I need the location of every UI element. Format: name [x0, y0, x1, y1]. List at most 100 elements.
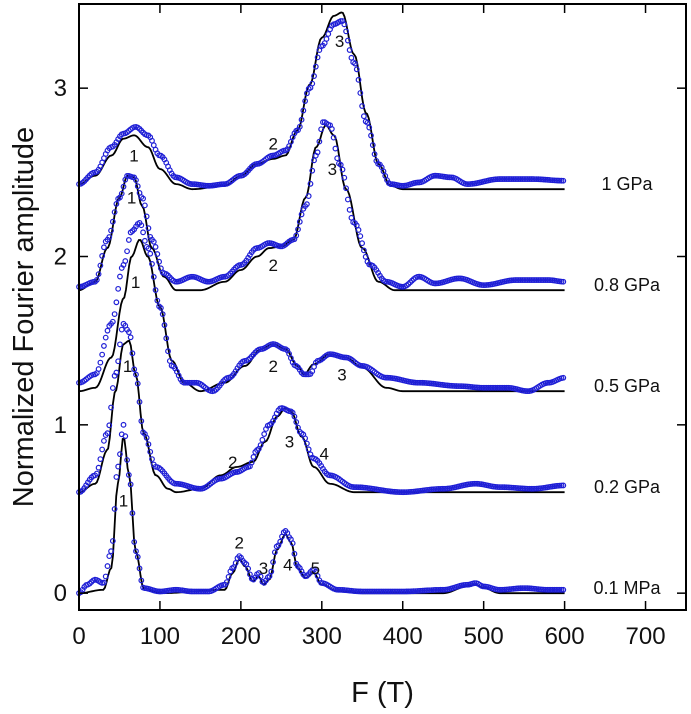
measured-point	[499, 384, 506, 391]
series-label: 0.8 GPa	[594, 275, 661, 295]
measured-point	[99, 252, 106, 259]
measured-point	[360, 113, 367, 120]
measured-point	[546, 586, 552, 593]
measured-point	[163, 335, 170, 342]
fit-curve	[78, 124, 565, 292]
measured-point	[480, 384, 487, 391]
measured-point	[305, 446, 312, 453]
peak-label: 2	[269, 256, 278, 275]
measured-point	[311, 157, 317, 164]
measured-point	[311, 73, 317, 79]
peak-label: 2	[235, 534, 244, 553]
measured-point	[309, 167, 316, 174]
measured-point	[549, 586, 556, 593]
series-0: 123 4 50.1 MPa	[76, 421, 662, 598]
peak-label: 1	[131, 273, 140, 292]
measured-point	[377, 588, 383, 595]
measured-point	[115, 285, 122, 292]
measured-point	[106, 553, 113, 560]
measured-point	[102, 334, 109, 341]
measured-point	[371, 588, 378, 595]
measured-point	[521, 176, 528, 182]
measured-point	[287, 138, 294, 145]
measured-point	[480, 282, 487, 289]
measured-point	[113, 299, 120, 306]
measured-point	[140, 229, 147, 236]
fit-curve	[78, 11, 565, 191]
measured-point	[560, 278, 567, 285]
measured-point	[496, 384, 503, 391]
series-2: 1 2 3 0.5 GPa	[76, 219, 661, 396]
measured-point	[524, 176, 531, 182]
measured-point	[398, 489, 405, 496]
measured-point	[95, 271, 102, 278]
measured-point	[503, 384, 510, 391]
measured-point	[346, 47, 353, 53]
measured-point	[118, 326, 125, 333]
measured-point	[138, 222, 145, 229]
measured-point	[341, 21, 348, 28]
measured-point	[117, 341, 123, 348]
measured-point	[394, 588, 401, 595]
measured-point	[166, 358, 173, 364]
measured-point	[154, 251, 161, 257]
measured-point	[526, 176, 533, 182]
measured-point	[482, 384, 488, 391]
peak-label: 4	[283, 556, 292, 575]
measured-point	[104, 430, 111, 437]
measured-point	[359, 103, 366, 109]
measured-point	[140, 195, 147, 202]
measured-point	[131, 539, 138, 545]
measured-point	[501, 384, 508, 391]
measured-point	[101, 343, 107, 349]
measured-point	[145, 225, 152, 232]
measured-point	[523, 277, 529, 283]
measured-point	[304, 201, 310, 208]
measured-point	[355, 227, 362, 233]
peak-label: 3	[328, 160, 337, 179]
measured-point	[191, 588, 198, 595]
measured-point	[124, 457, 130, 463]
measured-point	[398, 588, 405, 595]
measured-point	[111, 506, 118, 512]
measured-point	[129, 350, 136, 357]
measured-point	[492, 384, 499, 391]
measured-point	[544, 277, 551, 283]
measured-point	[378, 588, 385, 595]
measured-point	[514, 277, 520, 283]
measured-point	[499, 176, 506, 182]
series-3: 1 2 3 0.8 GPa	[76, 119, 661, 295]
measured-point	[512, 277, 519, 283]
measured-point	[223, 579, 230, 585]
measured-point	[108, 404, 114, 411]
measured-point	[125, 237, 132, 243]
measured-point	[298, 116, 305, 123]
measured-point	[505, 176, 512, 182]
measured-point	[302, 371, 309, 378]
measured-point	[528, 176, 535, 182]
measured-point	[296, 218, 303, 225]
measured-point	[101, 244, 107, 251]
measured-point	[344, 37, 351, 44]
measured-point	[120, 183, 127, 190]
measured-point	[150, 274, 157, 280]
measured-point	[97, 262, 104, 269]
series-4: 1 2 3 1 GPa	[76, 11, 654, 194]
measured-point	[198, 588, 205, 595]
measured-point	[134, 554, 141, 560]
measured-point	[157, 305, 164, 311]
measured-point	[439, 485, 446, 492]
measured-point	[353, 66, 360, 73]
measured-point	[136, 565, 143, 572]
series-label: 1 GPa	[601, 174, 653, 194]
measured-point	[455, 275, 462, 282]
peak-label: 1	[123, 357, 132, 376]
measured-point	[560, 586, 567, 593]
measured-point	[291, 413, 298, 420]
measured-point	[357, 90, 364, 96]
measured-point	[314, 54, 321, 61]
measured-point	[154, 297, 161, 304]
measured-point	[122, 258, 129, 264]
measured-point	[257, 442, 264, 448]
